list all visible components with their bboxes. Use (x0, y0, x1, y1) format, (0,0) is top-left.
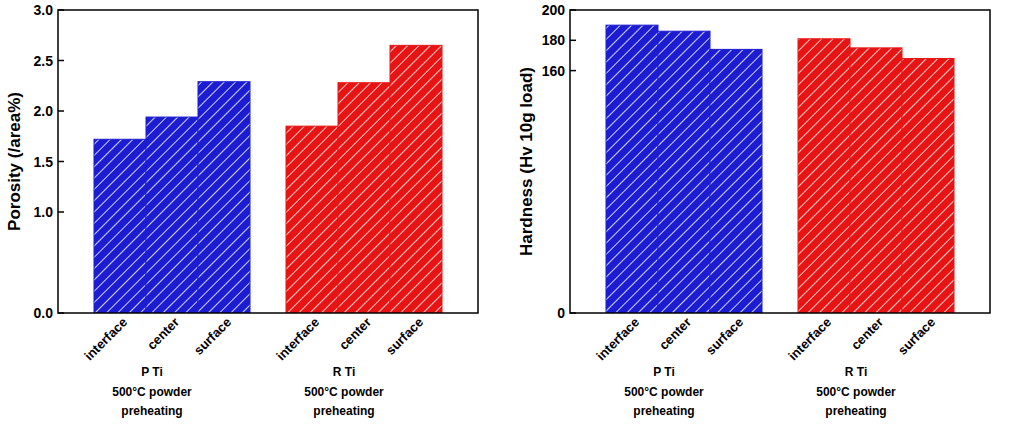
y-tick-label: 3.0 (34, 2, 54, 18)
group-label: R Ti (845, 365, 867, 379)
y-tick (58, 211, 64, 213)
y-tick (58, 110, 64, 112)
x-tick-label: interface (785, 315, 834, 364)
bar (286, 126, 338, 313)
group-note: 500°C powder (624, 385, 704, 399)
y-tick (570, 40, 576, 42)
y-tick-label: 180 (542, 32, 566, 48)
group-note: preheating (633, 404, 694, 418)
x-tick-label: center (656, 315, 694, 353)
group-label: P Ti (141, 365, 163, 379)
group-note: preheating (825, 404, 886, 418)
bar (198, 82, 250, 313)
group-note: 500°C powder (304, 385, 384, 399)
group-note: 500°C powder (112, 385, 192, 399)
bar (710, 49, 762, 313)
chart-root: Porosity (/area%) 0.0 1.0 1.5 2.0 2.5 3.0 inter… (0, 0, 1023, 427)
x-tick-label: surface (703, 315, 746, 358)
x-tick-label: interface (81, 315, 130, 364)
group-note: preheating (121, 404, 182, 418)
bar (798, 39, 850, 313)
y-tick-label: 1.5 (34, 154, 54, 170)
x-tick-label: interface (273, 315, 322, 364)
y-tick (570, 70, 576, 72)
y-tick-label: 2.5 (34, 53, 54, 69)
bar (146, 117, 198, 313)
bar (658, 31, 710, 313)
bar (338, 83, 390, 313)
y-tick (58, 161, 64, 163)
bar (902, 58, 954, 313)
panel: Porosity (/area%) 0.0 1.0 1.5 2.0 2.5 3.0 inter… (5, 2, 478, 418)
bar (850, 48, 902, 313)
y-axis-label: Porosity (/area%) (5, 92, 24, 231)
y-tick-label: 200 (542, 2, 566, 18)
bar (390, 45, 442, 313)
x-tick-label: surface (383, 315, 426, 358)
x-tick-label: surface (191, 315, 234, 358)
x-tick-label: surface (895, 315, 938, 358)
y-tick-label: 160 (542, 63, 566, 79)
y-tick-label: 0.0 (34, 305, 54, 321)
bars (94, 45, 442, 313)
x-tick-label: center (848, 315, 886, 353)
plot-frame (58, 10, 478, 313)
x-tick-label: center (336, 315, 374, 353)
y-tick-label: 2.0 (34, 103, 54, 119)
y-tick-label: 1.0 (34, 204, 54, 220)
group-note: 500°C powder (816, 385, 896, 399)
y-tick (58, 60, 64, 62)
group-label: P Ti (653, 365, 675, 379)
x-tick-label: center (144, 315, 182, 353)
x-tick-label: interface (593, 315, 642, 364)
bar (94, 139, 146, 313)
y-tick-label: 0 (557, 305, 565, 321)
panel: Hardness (Hv 10g load) 0 160 180 200 interfac… (517, 2, 990, 418)
group-label: R Ti (333, 365, 355, 379)
group-note: preheating (313, 404, 374, 418)
bar (606, 25, 658, 313)
y-axis-label: Hardness (Hv 10g load) (517, 67, 536, 256)
plot-frame (570, 10, 990, 313)
bars (606, 25, 954, 313)
